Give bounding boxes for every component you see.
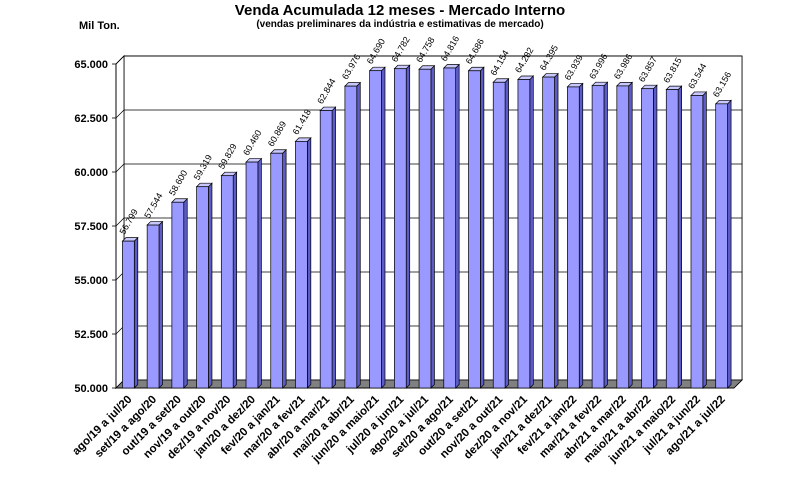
bar-front — [492, 81, 506, 389]
bar — [566, 82, 584, 389]
bar — [171, 197, 189, 389]
bar-side — [381, 66, 386, 389]
bar-front — [295, 141, 308, 389]
bar-side — [257, 157, 262, 389]
bar-side — [504, 77, 509, 389]
bar-front — [443, 67, 457, 389]
bar — [220, 171, 238, 389]
bar — [714, 99, 732, 389]
bar-front — [665, 89, 679, 389]
gridline — [115, 217, 742, 227]
bar-front — [319, 110, 333, 389]
y-tick-label: 57.500 — [74, 221, 108, 233]
gridline — [115, 55, 742, 65]
bar-side — [356, 81, 361, 389]
bar — [368, 66, 386, 389]
bar-side — [158, 220, 163, 389]
bar — [615, 81, 634, 389]
bar-side — [232, 171, 238, 389]
bar-front — [171, 201, 185, 389]
bar-front — [641, 88, 654, 389]
bar-front — [393, 68, 407, 389]
bar-side — [702, 91, 707, 389]
bar-front — [715, 103, 728, 389]
bar-front — [270, 152, 283, 389]
bar-front — [591, 85, 605, 389]
bar-side — [306, 137, 312, 389]
chart-title: Venda Acumulada 12 meses - Mercado Inter… — [234, 2, 566, 19]
bar-front — [690, 95, 704, 389]
y-tick-label: 50.000 — [74, 383, 108, 395]
bar-front — [196, 186, 209, 389]
y-tick-label: 55.000 — [74, 275, 108, 287]
bar — [294, 137, 312, 389]
bar-side — [133, 236, 139, 389]
bar-side — [628, 81, 633, 389]
bar-front — [616, 85, 630, 389]
bar — [665, 85, 683, 389]
bar-side — [603, 81, 608, 389]
bar — [517, 75, 535, 389]
bar-side — [554, 72, 559, 389]
bar-side — [480, 66, 485, 389]
chart-subtitle: (vendas preliminares da indústria e esti… — [256, 19, 544, 30]
bar-side — [677, 85, 682, 389]
y-tick-label: 62.500 — [74, 113, 108, 125]
bar-side — [405, 64, 411, 389]
bar-side — [331, 106, 336, 389]
bar-side — [529, 75, 534, 389]
bar-side — [183, 197, 188, 389]
y-tick-label: 65.000 — [74, 59, 108, 71]
y-axis-label: Mil Ton. — [79, 20, 120, 32]
bar — [541, 72, 559, 389]
bar-front — [567, 86, 580, 389]
bar-side — [455, 63, 460, 389]
bar-side — [727, 99, 732, 389]
bar — [467, 66, 485, 389]
bar — [269, 148, 287, 389]
bar-side — [282, 148, 287, 389]
bar — [393, 64, 411, 389]
bar-side — [578, 82, 584, 389]
bar-front — [542, 76, 555, 389]
bar — [146, 220, 164, 389]
y-tick-label: 52.500 — [74, 329, 108, 341]
bar — [195, 182, 213, 389]
bar — [121, 236, 139, 389]
bar-front — [220, 175, 234, 389]
bar-front — [344, 85, 358, 389]
y-tick-label: 60.000 — [74, 167, 108, 179]
bar-front — [517, 79, 531, 389]
bar-front — [245, 161, 259, 389]
bar — [640, 84, 658, 389]
bar-side — [430, 64, 435, 389]
gridline — [115, 109, 742, 119]
gridline — [115, 163, 742, 173]
bar — [245, 157, 263, 389]
bar-front — [146, 224, 160, 389]
bar-front — [468, 70, 481, 389]
bar-side — [208, 182, 213, 389]
bar — [319, 106, 337, 389]
bar — [492, 77, 510, 389]
bar — [418, 64, 436, 389]
bar-front — [418, 68, 432, 389]
bar — [591, 81, 609, 389]
bar-front — [122, 240, 135, 389]
bar — [344, 81, 362, 389]
bar-front — [369, 70, 382, 389]
bar — [690, 91, 708, 389]
bar — [442, 63, 460, 389]
bar-side — [653, 84, 658, 389]
